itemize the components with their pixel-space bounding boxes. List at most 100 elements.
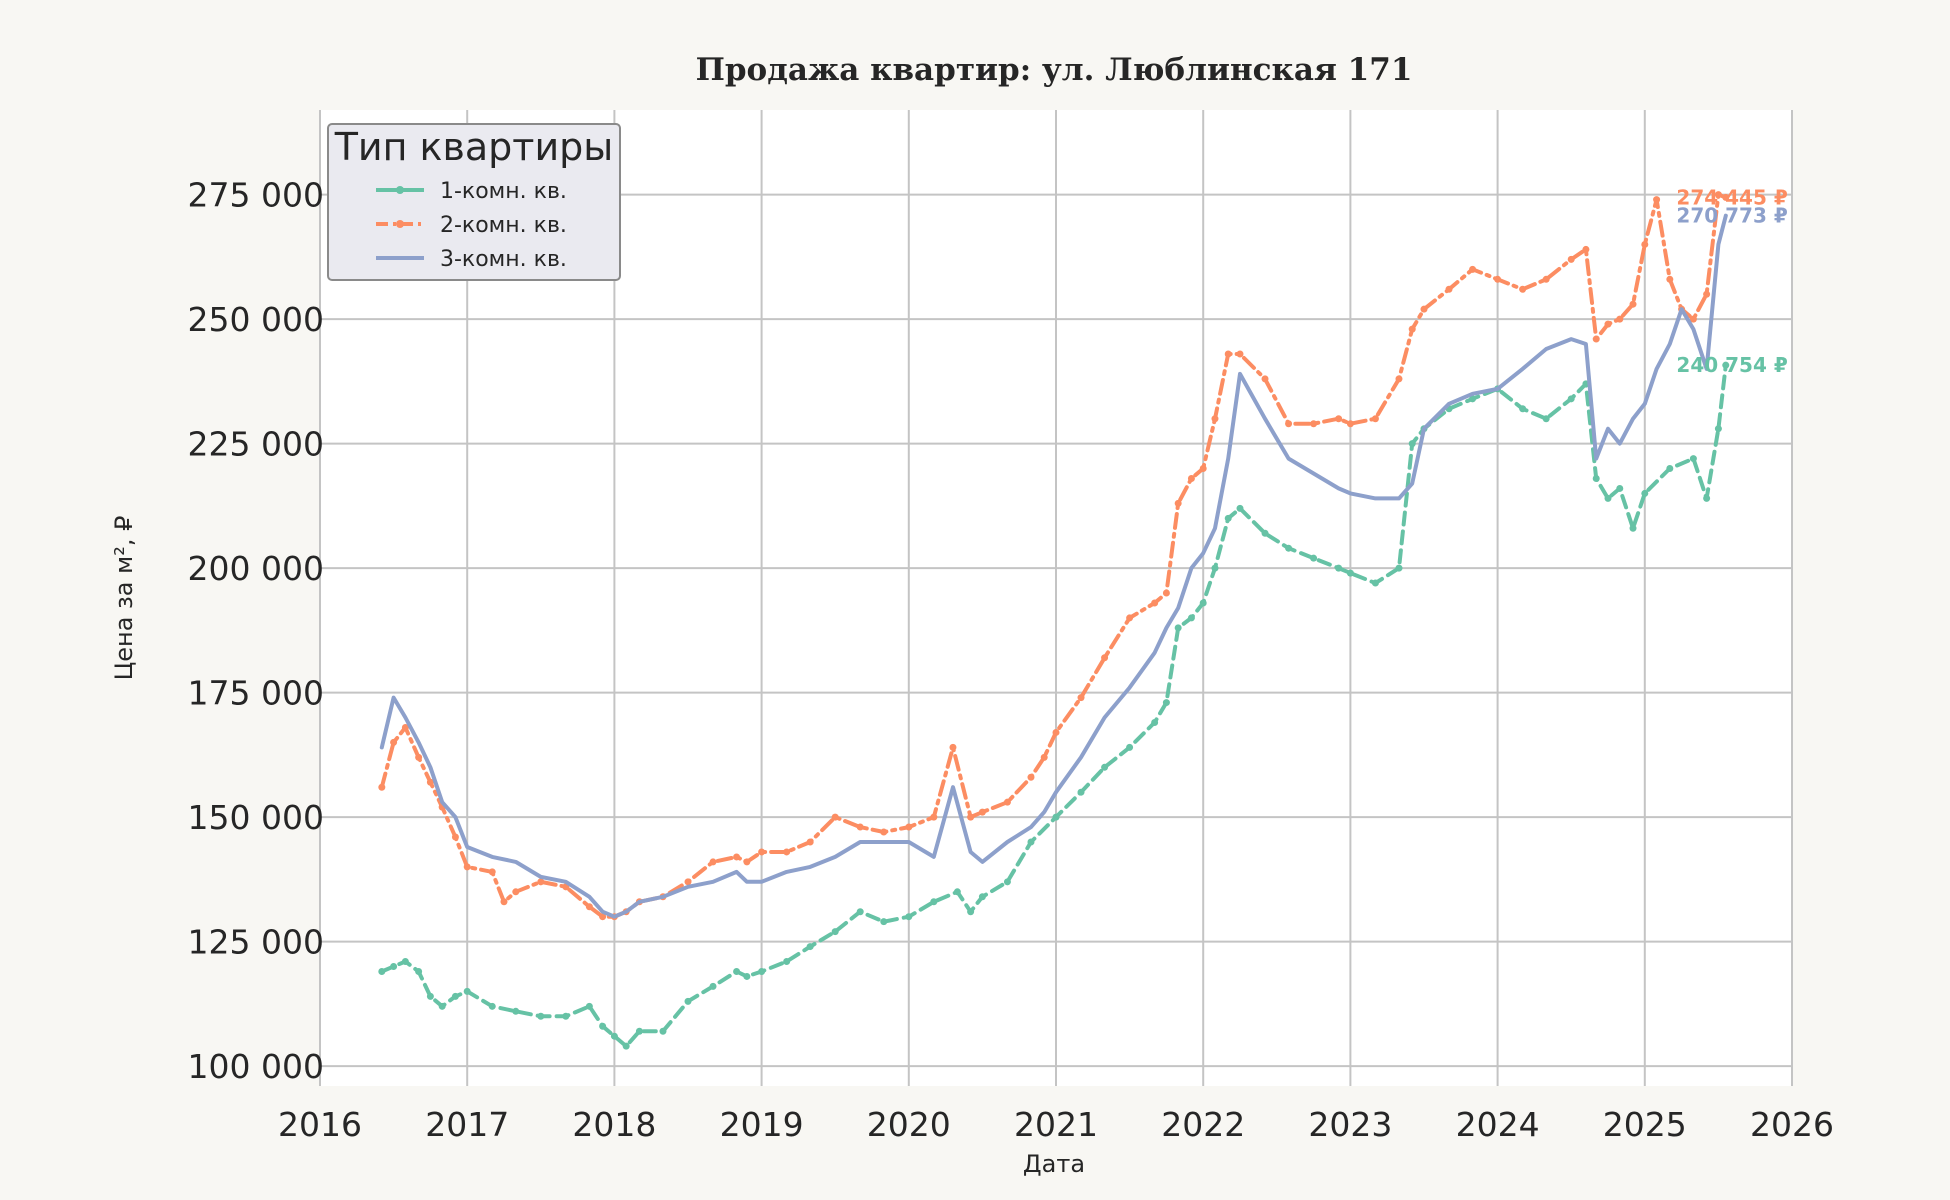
data-point <box>1236 504 1244 512</box>
x-tick-label: 2026 <box>1750 1105 1834 1144</box>
x-tick-label: 2020 <box>867 1105 951 1144</box>
data-point <box>1310 420 1318 428</box>
y-tick-label: 225 000 <box>188 425 324 464</box>
data-point <box>1714 425 1722 433</box>
data-point <box>512 1007 520 1015</box>
x-tick-label: 2024 <box>1456 1105 1540 1144</box>
series-end-label: 270 773 ₽ <box>1676 204 1787 228</box>
x-tick-label: 2017 <box>425 1105 509 1144</box>
data-point <box>1395 375 1403 383</box>
tick-labels: 2016 2017 2018 2019 2020 2021 2022 2023 2024 2025… <box>188 176 1834 1144</box>
y-tick-label: 200 000 <box>188 549 324 588</box>
data-point <box>488 868 496 876</box>
data-point <box>378 967 386 975</box>
x-tick-label: 2023 <box>1308 1105 1392 1144</box>
data-point <box>1199 465 1207 473</box>
data-point <box>1689 455 1697 463</box>
data-point <box>1666 465 1674 473</box>
data-point <box>512 888 520 896</box>
data-point <box>1211 415 1219 423</box>
x-tick-label: 2025 <box>1603 1105 1687 1144</box>
data-point <box>585 1002 593 1010</box>
data-point <box>967 908 975 916</box>
data-point <box>1261 375 1269 383</box>
series-3 <box>379 213 1728 919</box>
data-point <box>1582 245 1590 253</box>
data-point <box>1592 335 1600 343</box>
data-point <box>856 823 864 831</box>
data-point <box>905 913 913 921</box>
data-point <box>1641 240 1649 248</box>
x-axis-label: Дата <box>1023 1150 1085 1178</box>
data-point <box>1653 196 1661 204</box>
data-point <box>599 1022 607 1030</box>
data-point <box>1003 798 1011 806</box>
data-point <box>1162 589 1170 597</box>
data-point <box>1689 315 1697 323</box>
legend-marker <box>396 220 404 228</box>
legend-marker <box>396 186 404 194</box>
y-axis-label: Цена за м², ₽ <box>110 516 138 681</box>
y-tick-label: 125 000 <box>188 923 324 962</box>
data-point <box>415 967 423 975</box>
data-point <box>463 987 471 995</box>
data-point <box>599 913 607 921</box>
data-point <box>1174 624 1182 632</box>
data-point <box>733 967 741 975</box>
data-point <box>1027 838 1035 846</box>
data-point <box>1567 395 1575 403</box>
data-point <box>1542 275 1550 283</box>
data-point <box>1703 494 1711 502</box>
y-tick-label: 150 000 <box>188 798 324 837</box>
data-point <box>1395 564 1403 572</box>
data-point <box>622 1042 630 1050</box>
data-point <box>537 1012 545 1020</box>
data-point <box>758 848 766 856</box>
data-point <box>880 828 888 836</box>
series-line <box>379 213 1728 919</box>
data-point <box>1703 290 1711 298</box>
x-tick-label: 2021 <box>1014 1105 1098 1144</box>
x-tick-label: 2016 <box>278 1105 362 1144</box>
data-point <box>463 863 471 871</box>
x-tick-label: 2019 <box>720 1105 804 1144</box>
data-point <box>880 918 888 926</box>
y-tick-label: 275 000 <box>188 176 324 215</box>
data-point <box>1077 694 1085 702</box>
data-point <box>758 967 766 975</box>
data-point <box>1335 415 1343 423</box>
data-point <box>684 878 692 886</box>
data-point <box>1199 599 1207 607</box>
legend-entry: 3-комн. кв. <box>376 247 567 272</box>
data-point <box>967 813 975 821</box>
data-point <box>1542 415 1550 423</box>
data-point <box>1162 699 1170 707</box>
data-point <box>610 1032 618 1040</box>
data-point <box>562 1012 570 1020</box>
y-tick-label: 100 000 <box>188 1047 324 1086</box>
data-point <box>806 838 814 846</box>
data-point <box>635 1027 643 1035</box>
data-point <box>1371 579 1379 587</box>
data-point <box>1346 569 1354 577</box>
legend-label: 2-комн. кв. <box>440 213 567 238</box>
data-point <box>856 908 864 916</box>
data-point <box>1052 728 1060 736</box>
data-point <box>1408 440 1416 448</box>
data-point <box>905 823 913 831</box>
data-point <box>451 992 459 1000</box>
data-point <box>1629 524 1637 532</box>
data-point <box>1077 788 1085 796</box>
data-point <box>831 928 839 936</box>
data-point <box>1592 474 1600 482</box>
legend-entry: 1-комн. кв. <box>376 179 567 204</box>
data-point <box>1616 484 1624 492</box>
x-tick-label: 2022 <box>1161 1105 1245 1144</box>
y-tick-label: 250 000 <box>188 300 324 339</box>
data-point <box>684 997 692 1005</box>
data-point <box>426 778 434 786</box>
data-point <box>585 903 593 911</box>
data-point <box>1285 420 1293 428</box>
data-point <box>659 1027 667 1035</box>
